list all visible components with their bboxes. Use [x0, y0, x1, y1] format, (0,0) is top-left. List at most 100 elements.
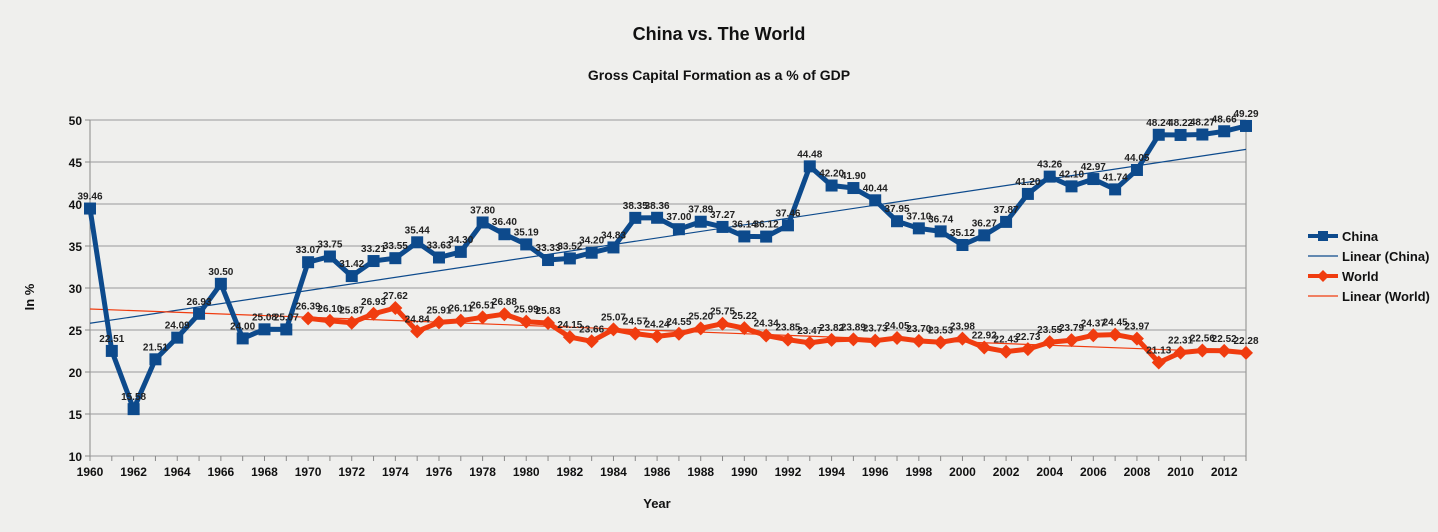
- world-point: [933, 335, 948, 350]
- china-point: [1130, 163, 1143, 176]
- china-point: [1021, 187, 1034, 200]
- chart-title: China vs. The World: [633, 24, 806, 44]
- world-point: [1042, 335, 1057, 350]
- china-data-label: 35.19: [514, 227, 539, 238]
- china-point: [629, 211, 642, 224]
- world-point: [453, 313, 468, 328]
- world-data-label: 24.45: [1103, 318, 1128, 329]
- x-tick-label: 2000: [949, 465, 976, 479]
- china-data-label: 22.51: [99, 334, 124, 345]
- china-data-label: 48.22: [1168, 118, 1193, 129]
- world-data-label: 24.34: [754, 319, 779, 330]
- y-tick-label: 45: [69, 156, 83, 170]
- x-tick-label: 1972: [338, 465, 365, 479]
- china-data-label: 35.12: [950, 228, 975, 239]
- china-point: [607, 241, 620, 254]
- china-point: [105, 344, 118, 357]
- world-point: [431, 315, 446, 330]
- china-data-label: 39.46: [77, 192, 102, 203]
- x-tick-label: 2012: [1211, 465, 1238, 479]
- y-axis: 10 15 20 25 30 35 40 45 50: [69, 114, 90, 464]
- x-tick-label: 1994: [818, 465, 845, 479]
- y-axis-label: In %: [22, 283, 37, 310]
- world-data-label: 26.93: [361, 297, 386, 308]
- x-tick-label: 1964: [164, 465, 191, 479]
- world-data-label: 22.28: [1233, 336, 1258, 347]
- china-data-label: 42.10: [1059, 169, 1084, 180]
- x-tick-label: 1984: [600, 465, 627, 479]
- china-data-label: 33.07: [296, 245, 321, 256]
- world-point: [650, 329, 665, 344]
- world-data-label: 24.57: [623, 317, 648, 328]
- china-data-label: 33.21: [361, 244, 386, 255]
- x-tick-label: 1982: [556, 465, 583, 479]
- world-data-label: 23.89: [841, 322, 866, 333]
- china-data-label: 33.52: [557, 241, 582, 252]
- world-data-label: 23.79: [1059, 323, 1084, 334]
- world-point: [1064, 333, 1079, 348]
- china-data-label: 25.07: [274, 312, 299, 323]
- china-point: [760, 230, 773, 243]
- world-data-label: 26.11: [449, 304, 474, 315]
- world-data-label: 23.73: [863, 324, 888, 335]
- china-data-label: 41.74: [1103, 172, 1128, 183]
- china-point: [716, 220, 729, 233]
- world-point: [715, 316, 730, 331]
- china-point: [1065, 180, 1078, 193]
- china-point: [367, 255, 380, 268]
- china-point: [781, 219, 794, 232]
- china-data-label: 34.20: [579, 236, 604, 247]
- china-point: [1174, 128, 1187, 141]
- world-point: [322, 313, 337, 328]
- world-point: [868, 333, 883, 348]
- world-point: [1108, 327, 1123, 342]
- world-point: [824, 332, 839, 347]
- china-data-label: 48.66: [1212, 114, 1237, 125]
- world-data-label: 24.55: [666, 317, 691, 328]
- world-data-label: 25.75: [710, 307, 735, 318]
- world-data-label: 25.91: [426, 305, 451, 316]
- world-data-label: 25.07: [601, 312, 626, 323]
- world-data-label: 22.52: [1212, 334, 1237, 345]
- china-data-label: 33.55: [383, 241, 408, 252]
- x-tick-label: 2004: [1036, 465, 1063, 479]
- world-point: [628, 326, 643, 341]
- china-point: [345, 270, 358, 283]
- square-marker-icon: [1318, 231, 1328, 241]
- china-data-label: 24.09: [165, 321, 190, 332]
- world-point: [1151, 355, 1166, 370]
- china-data-label: 37.95: [885, 204, 910, 215]
- china-data-label: 48.27: [1190, 118, 1215, 129]
- china-point: [127, 403, 140, 416]
- world-point: [519, 314, 534, 329]
- x-axis: 1960 1962 1964 1966 1968 1970 1972 1974 1976 1978…: [77, 456, 1247, 479]
- china-point: [912, 222, 925, 235]
- y-tick-label: 25: [69, 324, 83, 338]
- world-point: [344, 315, 359, 330]
- china-data-label: 36.74: [928, 214, 953, 225]
- x-tick-label: 1998: [905, 465, 932, 479]
- china-point: [978, 229, 991, 242]
- china-point: [411, 236, 424, 249]
- x-tick-label: 1966: [208, 465, 235, 479]
- legend-label-china: China: [1342, 229, 1379, 244]
- china-point: [738, 230, 751, 243]
- world-point: [890, 330, 905, 345]
- x-tick-label: 1992: [775, 465, 802, 479]
- legend-item-world: World: [1308, 269, 1379, 284]
- legend-item-linear-world: Linear (World): [1308, 289, 1430, 304]
- china-point: [1218, 125, 1231, 138]
- x-tick-label: 1990: [731, 465, 758, 479]
- chart-subtitle: Gross Capital Formation as a % of GDP: [588, 67, 850, 83]
- china-point: [258, 323, 271, 336]
- china-point: [1196, 128, 1209, 141]
- china-point: [454, 245, 467, 258]
- world-point: [1239, 345, 1253, 360]
- world-point: [475, 310, 490, 325]
- china-point: [389, 252, 402, 265]
- world-point: [301, 311, 316, 326]
- china-data-label: 35.44: [405, 225, 430, 236]
- china-point: [1152, 128, 1165, 141]
- x-tick-label: 1986: [644, 465, 671, 479]
- world-point: [759, 328, 774, 343]
